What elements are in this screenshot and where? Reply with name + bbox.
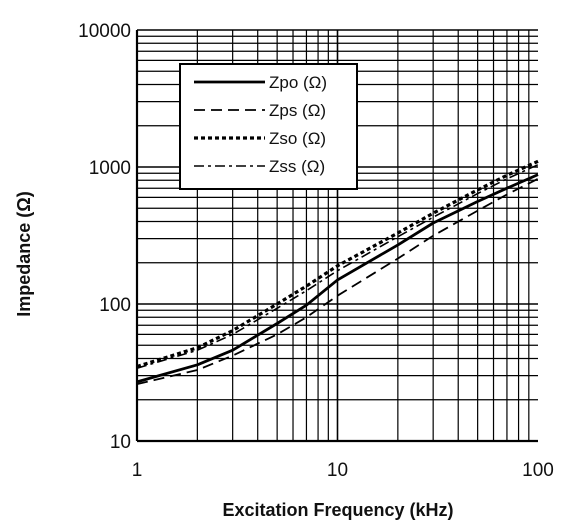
legend: Zpo (Ω) Zps (Ω) Zso (Ω) Zss (Ω) [179, 63, 358, 190]
legend-label: Zpo (Ω) [269, 73, 327, 92]
y-tick-label: 10000 [78, 21, 131, 42]
x-axis-title: Excitation Frequency (kHz) [222, 500, 453, 520]
axes [135, 30, 538, 443]
x-tick-label: 10 [327, 460, 348, 481]
y-axis-title: Impedance (Ω) [14, 191, 34, 316]
legend-label: Zss (Ω) [269, 157, 325, 176]
y-tick-label: 1000 [89, 158, 131, 179]
series-line-dashdot [136, 163, 539, 369]
legend-label: Zps (Ω) [269, 101, 326, 120]
series-line-dotted [136, 159, 539, 369]
x-tick-label: 1 [132, 460, 143, 481]
y-tick-label: 10 [110, 432, 131, 453]
series-group [136, 159, 539, 385]
series-line-dashed [136, 177, 539, 385]
series-line-solid [136, 173, 539, 384]
legend-box [179, 63, 358, 190]
x-tick-label: 100 [522, 460, 554, 481]
legend-label: Zso (Ω) [269, 129, 326, 148]
y-tick-label: 100 [99, 295, 131, 316]
